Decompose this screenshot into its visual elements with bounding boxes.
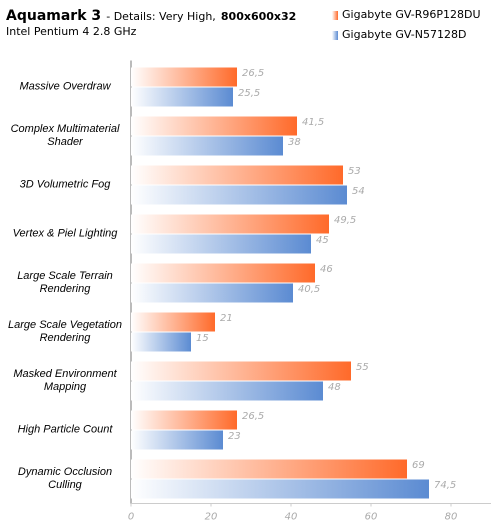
value-label: 46 <box>320 264 333 275</box>
category-label: Large Scale Vegetation Rendering <box>8 319 122 344</box>
value-label: 23 <box>228 431 241 442</box>
subtitle: Intel Pentium 4 2.8 GHz <box>6 25 137 38</box>
bar <box>131 332 191 352</box>
x-tick-label: 20 <box>205 512 218 523</box>
value-label: 21 <box>220 313 233 324</box>
bar <box>131 185 347 205</box>
legend-label: Gigabyte GV-R96P128DU <box>342 8 481 21</box>
bar <box>131 430 223 450</box>
title-block: Aquamark 3 - Details: Very High, 800x600… <box>6 5 296 24</box>
value-label: 40,5 <box>298 284 320 295</box>
category-label: Masked Environment Mapping <box>13 368 117 393</box>
category-label: Large Scale Terrain Rendering <box>17 270 113 295</box>
bar <box>131 312 215 332</box>
x-tick-label: 40 <box>285 512 298 523</box>
bar <box>131 479 429 499</box>
title-detail: - Details: Very High, <box>106 10 216 23</box>
x-tick-label: 80 <box>445 512 458 523</box>
category-label: Complex Multimaterial Shader <box>10 123 120 148</box>
value-label: 49,5 <box>334 215 356 226</box>
legend-label: Gigabyte GV-N57128D <box>342 28 466 41</box>
value-label: 48 <box>328 382 341 393</box>
bar <box>131 459 407 479</box>
legend-swatch <box>332 11 338 20</box>
value-label: 38 <box>288 137 301 148</box>
bar <box>131 214 329 234</box>
value-label: 26,5 <box>242 411 264 422</box>
bar <box>131 283 293 303</box>
bar <box>131 381 323 401</box>
value-label: 15 <box>196 333 209 344</box>
value-label: 26,5 <box>242 68 264 79</box>
value-label: 69 <box>412 460 425 471</box>
category-label: High Particle Count <box>17 423 113 436</box>
value-label: 25,5 <box>238 88 260 99</box>
bar <box>131 67 237 87</box>
category-label: Vertex & Piel Lighting <box>12 227 118 240</box>
bar <box>131 136 283 156</box>
x-tick-label: 60 <box>365 512 378 523</box>
value-label: 53 <box>348 166 361 177</box>
bar <box>131 410 237 430</box>
x-tick-label: 0 <box>128 512 134 523</box>
category-label: Dynamic Occlusion Culling <box>17 466 113 491</box>
value-label: 74,5 <box>434 480 456 491</box>
bar <box>131 263 315 283</box>
bar <box>131 116 297 136</box>
value-label: 41,5 <box>302 117 324 128</box>
category-label: 3D Volumetric Fog <box>19 178 111 191</box>
value-label: 45 <box>316 235 329 246</box>
legend-swatch <box>332 31 338 40</box>
bar <box>131 165 343 185</box>
value-label: 54 <box>352 186 365 197</box>
category-label: Massive Overdraw <box>19 80 111 93</box>
value-label: 55 <box>356 362 369 373</box>
bar <box>131 87 233 107</box>
bar <box>131 361 351 381</box>
chart-title: Aquamark 3 <box>6 8 102 24</box>
bar <box>131 234 311 254</box>
title-resolution: 800x600x32 <box>220 10 297 23</box>
